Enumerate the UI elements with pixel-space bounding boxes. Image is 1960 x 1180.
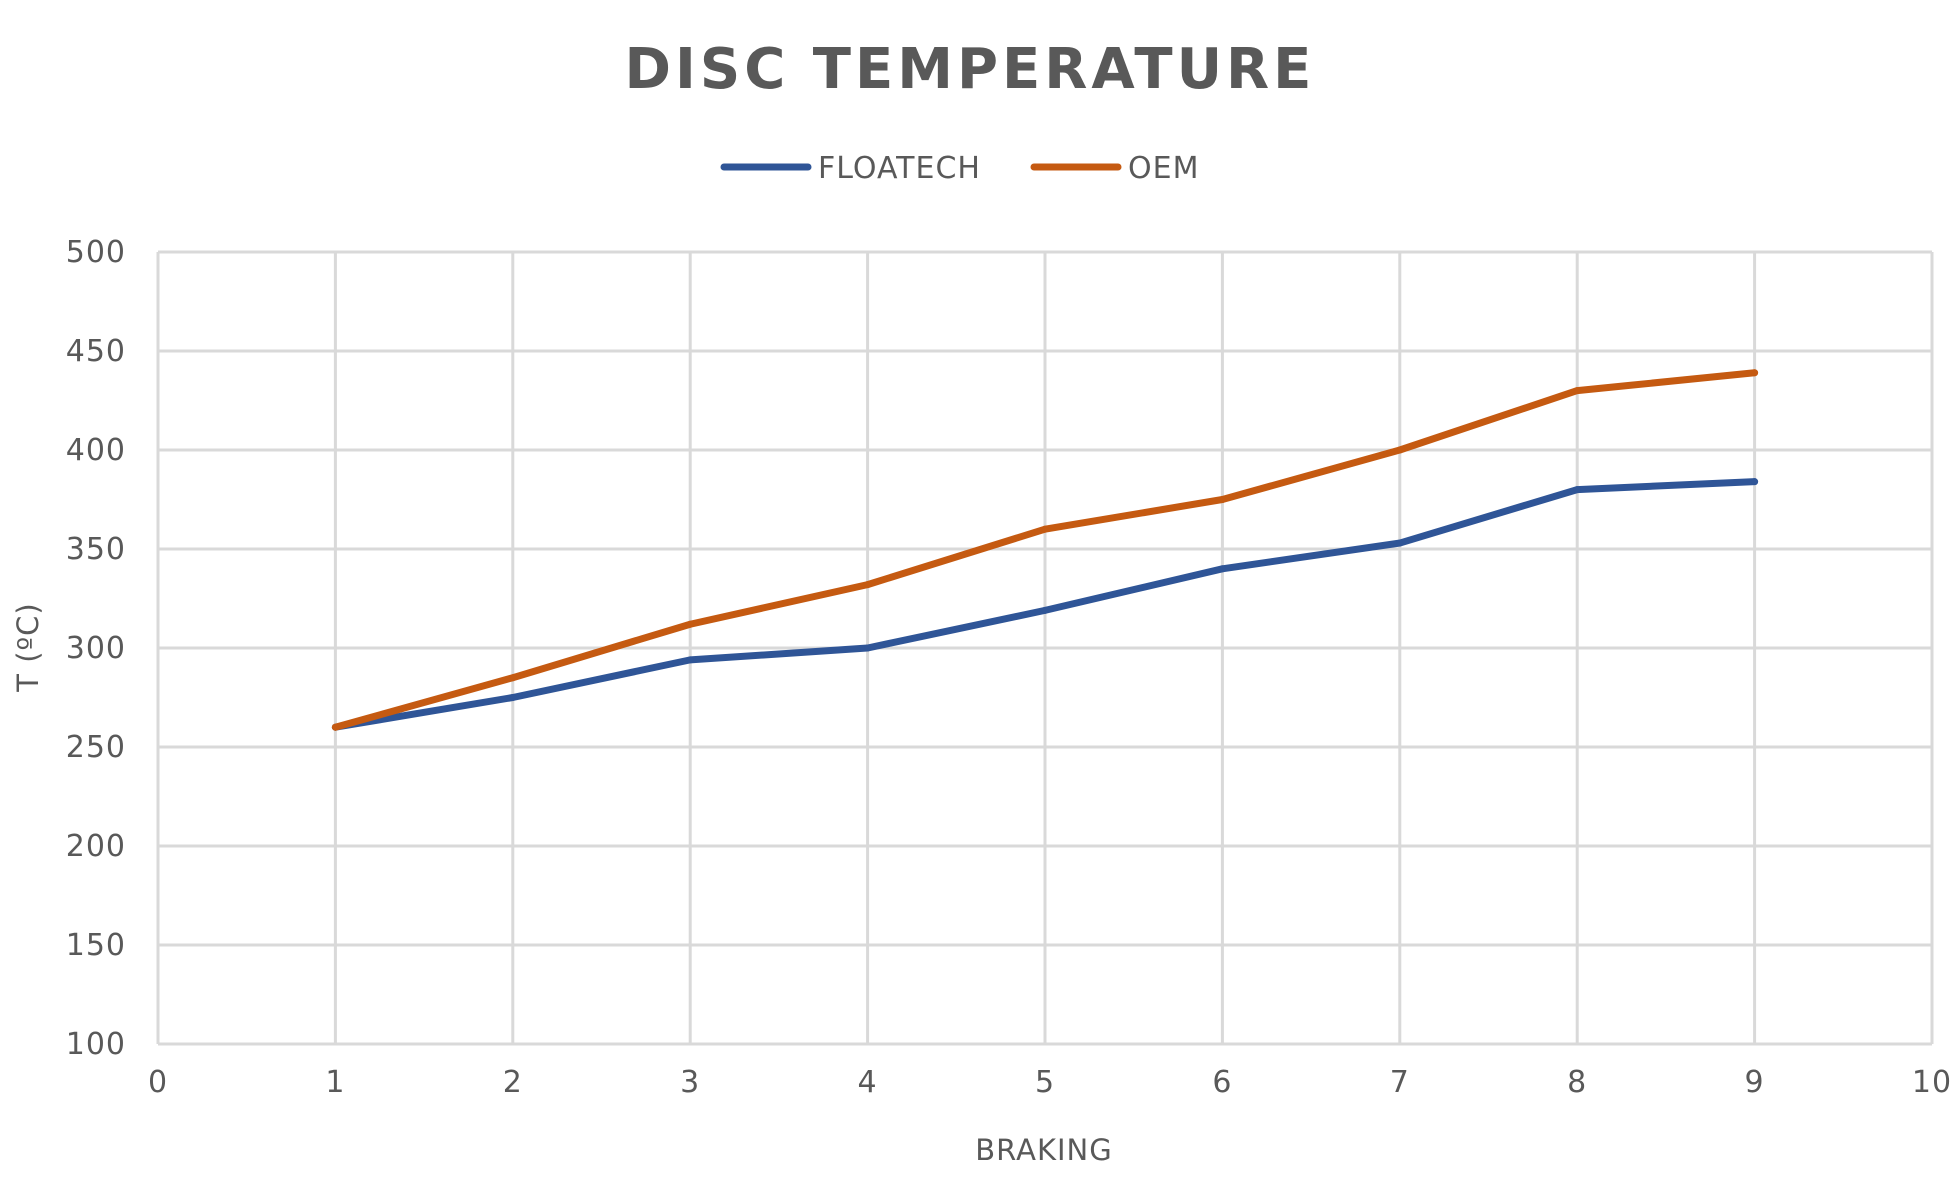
data-point-oem bbox=[509, 674, 517, 682]
y-axis-ticks: 100 150 200 250 300 350 400 450 500 bbox=[66, 235, 126, 1062]
x-tick-label: 4 bbox=[858, 1065, 878, 1100]
data-point-floatech bbox=[1041, 606, 1049, 614]
x-tick-label: 5 bbox=[1035, 1065, 1055, 1100]
legend-label-oem: OEM bbox=[1128, 151, 1199, 186]
data-point-oem bbox=[1396, 446, 1404, 454]
y-tick-label: 400 bbox=[66, 433, 126, 468]
x-tick-label: 9 bbox=[1745, 1065, 1765, 1100]
x-tick-label: 0 bbox=[148, 1065, 168, 1100]
x-tick-label: 10 bbox=[1912, 1065, 1952, 1100]
y-tick-label: 250 bbox=[66, 730, 126, 765]
data-point-oem bbox=[686, 620, 694, 628]
data-point-oem bbox=[864, 581, 872, 589]
x-tick-label: 6 bbox=[1212, 1065, 1232, 1100]
x-tick-label: 7 bbox=[1390, 1065, 1410, 1100]
data-point-floatech bbox=[1396, 539, 1404, 547]
y-tick-label: 300 bbox=[66, 631, 126, 666]
x-tick-label: 3 bbox=[680, 1065, 700, 1100]
y-tick-label: 450 bbox=[66, 334, 126, 369]
x-axis-label: BRAKING bbox=[975, 1133, 1112, 1167]
data-point-oem bbox=[331, 723, 339, 731]
y-tick-label: 100 bbox=[66, 1027, 126, 1062]
data-point-oem bbox=[1218, 496, 1226, 503]
y-tick-label: 200 bbox=[66, 829, 126, 864]
chart-legend: FLOATECH OEM bbox=[720, 151, 1199, 186]
x-tick-label: 8 bbox=[1567, 1065, 1587, 1100]
x-tick-label: 2 bbox=[503, 1065, 523, 1100]
y-axis-label: T (ºC) bbox=[11, 602, 45, 692]
data-point-floatech bbox=[1218, 565, 1226, 573]
data-point-oem bbox=[1751, 369, 1759, 377]
data-point-floatech bbox=[1573, 486, 1581, 494]
chart-series bbox=[331, 369, 1759, 731]
legend-label-floatech: FLOATECH bbox=[818, 151, 981, 186]
y-tick-label: 350 bbox=[66, 532, 126, 567]
y-tick-label: 500 bbox=[66, 235, 126, 270]
data-point-floatech bbox=[1751, 478, 1759, 486]
data-point-floatech bbox=[864, 644, 872, 652]
x-axis-ticks: 0 1 2 3 4 5 6 7 8 9 10 bbox=[148, 1065, 1952, 1100]
chart-title: DISC TEMPERATURE bbox=[625, 37, 1316, 102]
data-point-oem bbox=[1573, 387, 1581, 395]
data-point-oem bbox=[1041, 525, 1049, 533]
chart-grid bbox=[156, 250, 1934, 1046]
x-tick-label: 1 bbox=[325, 1065, 345, 1100]
data-point-floatech bbox=[509, 694, 517, 701]
y-tick-label: 150 bbox=[66, 928, 126, 963]
data-point-floatech bbox=[686, 656, 694, 664]
